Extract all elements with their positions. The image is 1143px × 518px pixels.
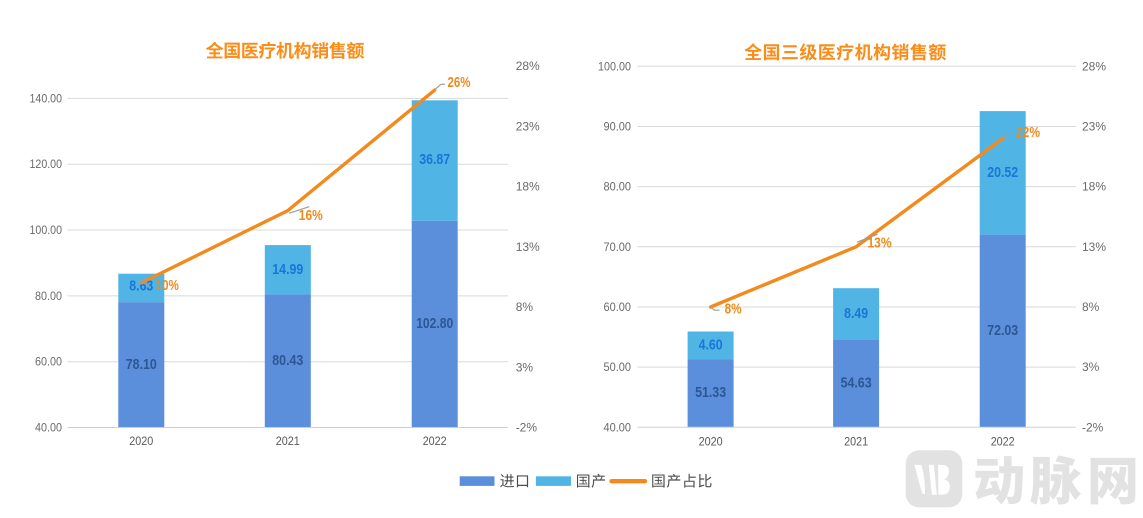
svg-text:13%: 13% (1082, 240, 1106, 254)
svg-text:140.00: 140.00 (30, 91, 63, 105)
svg-text:18%: 18% (1082, 180, 1106, 194)
svg-text:60.00: 60.00 (604, 300, 632, 314)
svg-text:2021: 2021 (276, 434, 300, 448)
svg-text:13%: 13% (516, 240, 540, 254)
svg-text:50.00: 50.00 (604, 360, 632, 374)
svg-text:51.33: 51.33 (695, 385, 726, 401)
svg-text:40.00: 40.00 (604, 420, 632, 434)
svg-text:18%: 18% (516, 180, 540, 194)
svg-text:60.00: 60.00 (35, 355, 62, 369)
svg-text:40.00: 40.00 (35, 421, 62, 435)
svg-text:23%: 23% (1082, 119, 1106, 133)
svg-text:28%: 28% (516, 59, 540, 73)
svg-text:4.60: 4.60 (699, 337, 723, 353)
svg-text:120.00: 120.00 (30, 157, 63, 171)
svg-text:72.03: 72.03 (987, 323, 1018, 339)
svg-text:10%: 10% (156, 278, 179, 294)
svg-text:-2%: -2% (516, 421, 538, 435)
svg-text:8.49: 8.49 (844, 306, 868, 322)
svg-text:2020: 2020 (129, 434, 153, 448)
svg-text:70.00: 70.00 (604, 240, 632, 254)
svg-text:3%: 3% (1082, 360, 1100, 374)
svg-text:23%: 23% (516, 119, 540, 133)
svg-text:80.00: 80.00 (35, 289, 62, 303)
svg-text:102.80: 102.80 (416, 316, 453, 332)
svg-text:8%: 8% (725, 302, 742, 318)
svg-text:80.43: 80.43 (272, 353, 303, 369)
svg-text:2022: 2022 (423, 434, 447, 448)
svg-text:28%: 28% (1082, 59, 1106, 73)
svg-text:100.00: 100.00 (30, 223, 63, 237)
svg-text:78.10: 78.10 (126, 357, 157, 373)
svg-text:36.87: 36.87 (419, 152, 450, 168)
svg-text:8%: 8% (1082, 300, 1100, 314)
svg-text:14.99: 14.99 (272, 262, 303, 278)
svg-text:8%: 8% (516, 300, 534, 314)
svg-text:20.52: 20.52 (987, 165, 1018, 181)
svg-text:13%: 13% (868, 235, 892, 251)
svg-text:8.63: 8.63 (129, 278, 153, 294)
svg-text:80.00: 80.00 (604, 180, 632, 194)
svg-text:100.00: 100.00 (598, 59, 631, 73)
svg-text:2020: 2020 (699, 434, 723, 448)
svg-text:54.63: 54.63 (841, 375, 872, 391)
svg-text:22%: 22% (1016, 125, 1040, 141)
svg-text:2021: 2021 (844, 434, 868, 448)
svg-text:90.00: 90.00 (604, 119, 632, 133)
svg-text:16%: 16% (299, 208, 323, 224)
svg-text:26%: 26% (448, 75, 471, 91)
svg-text:-2%: -2% (1082, 420, 1104, 434)
svg-text:3%: 3% (516, 360, 534, 374)
svg-text:2022: 2022 (991, 434, 1015, 448)
